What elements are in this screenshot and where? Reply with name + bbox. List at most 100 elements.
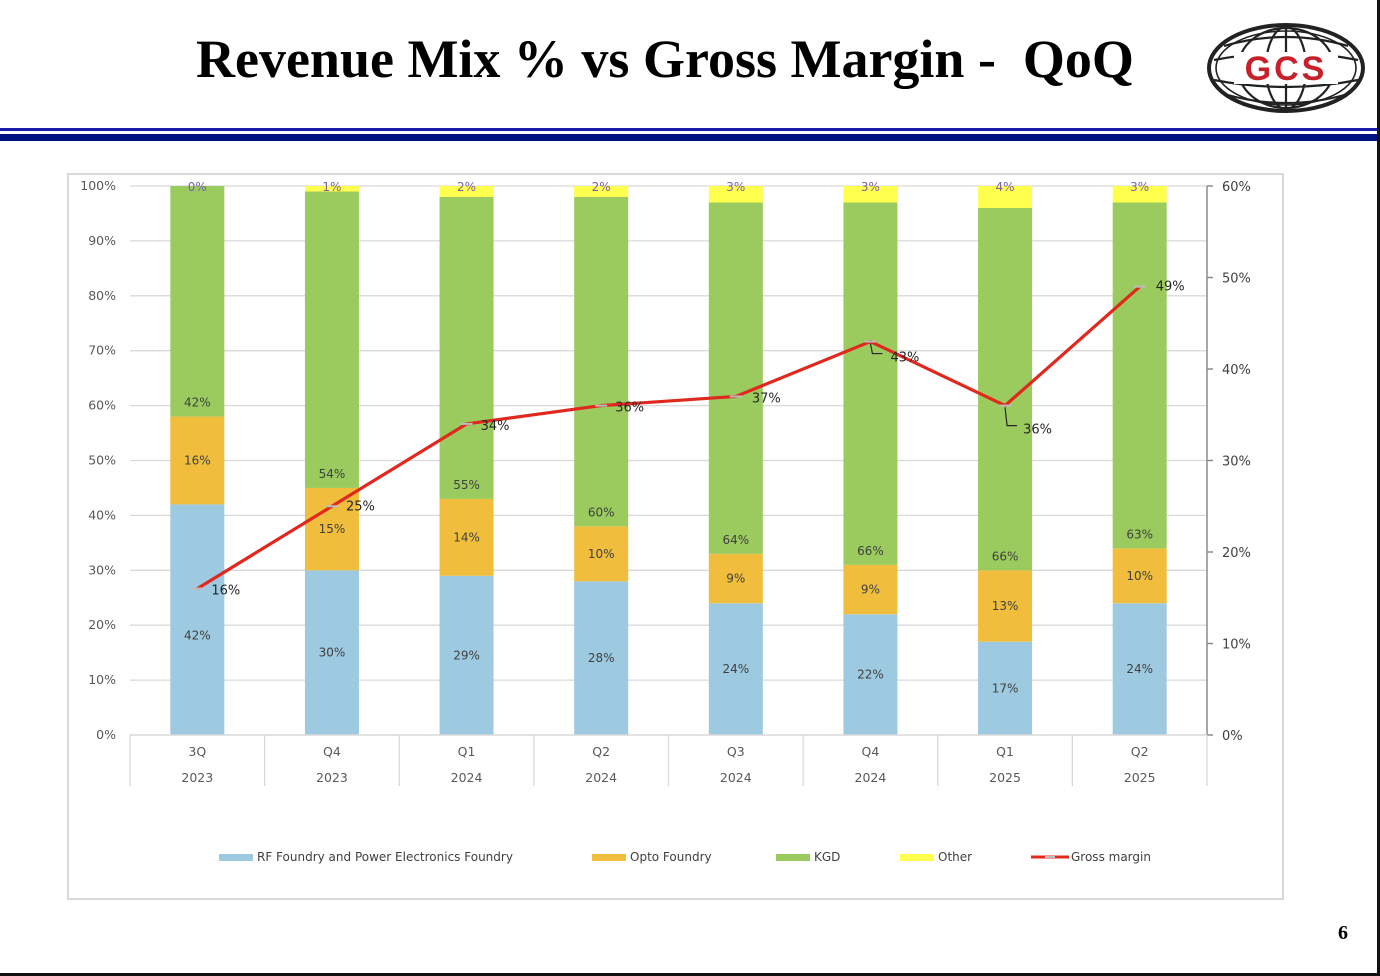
bar-data-label: 14% [453,530,480,544]
legend-label: Other [938,850,972,864]
x-axis-year-label: 2024 [720,770,752,785]
x-axis-quarter-label: Q1 [996,744,1014,759]
bar-data-label: 1% [322,180,341,194]
bar-data-label: 3% [726,180,745,194]
bar-segment-opto-foundry [843,564,898,615]
bar-data-label: 66% [992,549,1019,563]
x-axis-quarter-label: Q1 [458,744,476,759]
gross-margin-data-label: 36% [615,401,644,416]
bar-data-label: 66% [857,544,884,558]
bar-segment-opto-foundry [1112,548,1167,604]
bar-segment-kgd [304,191,359,488]
right-axis-tick-label: 50% [1222,272,1251,287]
bar-data-label: 64% [722,533,749,547]
legend-label: Gross margin [1071,850,1151,864]
bar-data-label: 28% [588,651,615,665]
bar-segment-opto-foundry [439,498,494,576]
page-number: 6 [1338,922,1348,944]
gross-margin-data-label: 34% [481,419,510,434]
bar-data-label: 9% [726,572,745,586]
bar-data-label: 24% [722,662,749,676]
header-rule [0,134,1377,141]
bar-segment-other [843,186,898,203]
left-axis-tick-label: 60% [88,398,116,413]
gross-margin-series-line [196,285,1141,590]
axes: 0% 10% 20% 30% 40% 50% 60% 70% 80% 90% 100% 0% 10% 20… [80,178,1251,786]
slide-edge [0,973,1380,976]
bar-segment-opto-foundry [978,570,1033,642]
left-axis-tick-label: 50% [88,453,116,468]
gross-margin-data-label: 37% [752,391,781,406]
bar-data-label: 42% [184,629,211,643]
x-axis-year-label: 2024 [855,770,887,785]
bar-segment-kgd [574,196,629,527]
gross-margin-data-label: 16% [211,584,240,599]
header-rule [0,128,1377,131]
legend: RF Foundry and Power Electronics Foundry… [219,850,1151,864]
right-axis-tick-label: 20% [1222,546,1251,561]
bar-data-label: 2% [592,180,611,194]
bar-data-label: 54% [319,467,346,481]
right-axis-tick-label: 30% [1222,455,1251,470]
bar-segment-kgd [170,186,225,417]
gross-margin-data-label: 43% [890,351,919,366]
bar-segment-rf-foundry-and-power-electronics-foundry [708,603,763,735]
bar-segment-other [439,186,494,197]
left-axis-tick-label: 10% [88,672,116,687]
left-axis-tick-label: 90% [88,233,116,248]
bar-segment-kgd [439,196,494,499]
left-axis-tick-label: 70% [88,343,116,358]
bar-data-label: 17% [992,681,1019,695]
bar-data-label: 60% [588,505,615,519]
bar-data-label: 0% [188,180,207,194]
bar-data-label: 24% [1126,662,1153,676]
bar-segment-rf-foundry-and-power-electronics-foundry [1112,603,1167,735]
bar-segment-rf-foundry-and-power-electronics-foundry [843,614,898,735]
bar-data-label: 2% [457,180,476,194]
x-axis-year-label: 2024 [451,770,483,785]
right-axis-tick-label: 0% [1222,729,1243,744]
slide-title: Revenue Mix % vs Gross Margin - QoQ [196,29,1134,89]
bar-segment-rf-foundry-and-power-electronics-foundry [574,581,629,735]
bar-segment-kgd [708,202,763,554]
legend-swatch [776,854,810,861]
x-axis-year-label: 2025 [989,770,1021,785]
bar-segment-other [978,186,1033,208]
left-axis-tick-label: 0% [96,727,116,742]
gross-margin-data-label: 36% [1023,423,1052,438]
bar-data-label: 9% [861,583,880,597]
bar-segment-opto-foundry [170,416,225,505]
bar-segment-rf-foundry-and-power-electronics-foundry [978,641,1033,735]
bar-segment-kgd [843,202,898,565]
x-axis-quarter-label: 3Q [188,744,206,759]
bar-data-label: 10% [1126,569,1153,583]
x-axis-year-label: 2024 [585,770,617,785]
bar-data-label: 16% [184,454,211,468]
bar-data-label: 42% [184,396,211,410]
x-axis-quarter-label: Q4 [323,744,341,759]
legend-label: KGD [814,850,840,864]
gcs-logo: GCS [1207,23,1365,113]
bar-data-label: 29% [453,648,480,662]
gross-margin-data-label: 49% [1156,280,1185,295]
right-axis-tick-label: 60% [1222,180,1251,195]
bar-data-label: 10% [588,547,615,561]
legend-label: Opto Foundry [630,850,712,864]
left-axis-tick-label: 100% [80,178,116,193]
x-axis-quarter-label: Q3 [727,744,745,759]
bar-data-label: 30% [319,646,346,660]
bar-data-label: 13% [992,599,1019,613]
left-axis-tick-label: 40% [88,507,116,522]
bar-data-label: 55% [453,478,480,492]
bar-segment-opto-foundry [304,487,359,571]
logo-text: GCS [1245,50,1328,88]
bar-data-label: 63% [1126,527,1153,541]
bar-data-label: 22% [857,668,884,682]
x-axis-quarter-label: Q4 [862,744,880,759]
legend-label: RF Foundry and Power Electronics Foundry [257,850,513,864]
slide-edge [1377,0,1380,976]
bar-segment-other [708,186,763,203]
bar-segment-rf-foundry-and-power-electronics-foundry [170,504,225,735]
stacked-bars [170,186,1167,735]
